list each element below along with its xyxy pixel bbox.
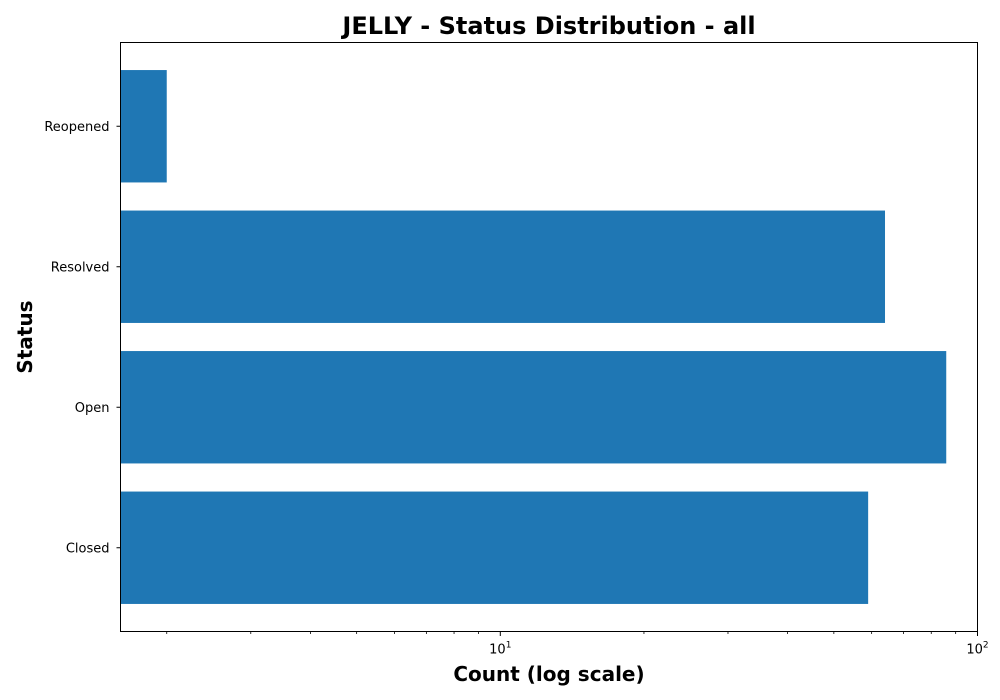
x-tick-label: 101 <box>489 641 511 658</box>
bars <box>120 70 947 604</box>
x-axis-label: Count (log scale) <box>453 662 644 686</box>
bar-open <box>120 351 947 464</box>
bar-resolved <box>120 210 886 323</box>
y-axis-label: Status <box>13 300 37 373</box>
x-tick-label: 102 <box>966 641 988 658</box>
y-axis: Closed Open Resolved Reopened <box>44 120 121 556</box>
y-tick-label-open: Open <box>75 401 110 416</box>
plot-frame <box>120 42 978 632</box>
y-tick-label-resolved: Resolved <box>51 260 110 275</box>
bar-closed <box>120 491 869 604</box>
chart-title: JELLY - Status Distribution - all <box>340 12 755 40</box>
y-tick-label-closed: Closed <box>66 541 110 556</box>
y-tick-label-reopened: Reopened <box>44 120 109 135</box>
bar-reopened <box>120 70 167 183</box>
x-axis: 101 102 <box>166 631 989 658</box>
